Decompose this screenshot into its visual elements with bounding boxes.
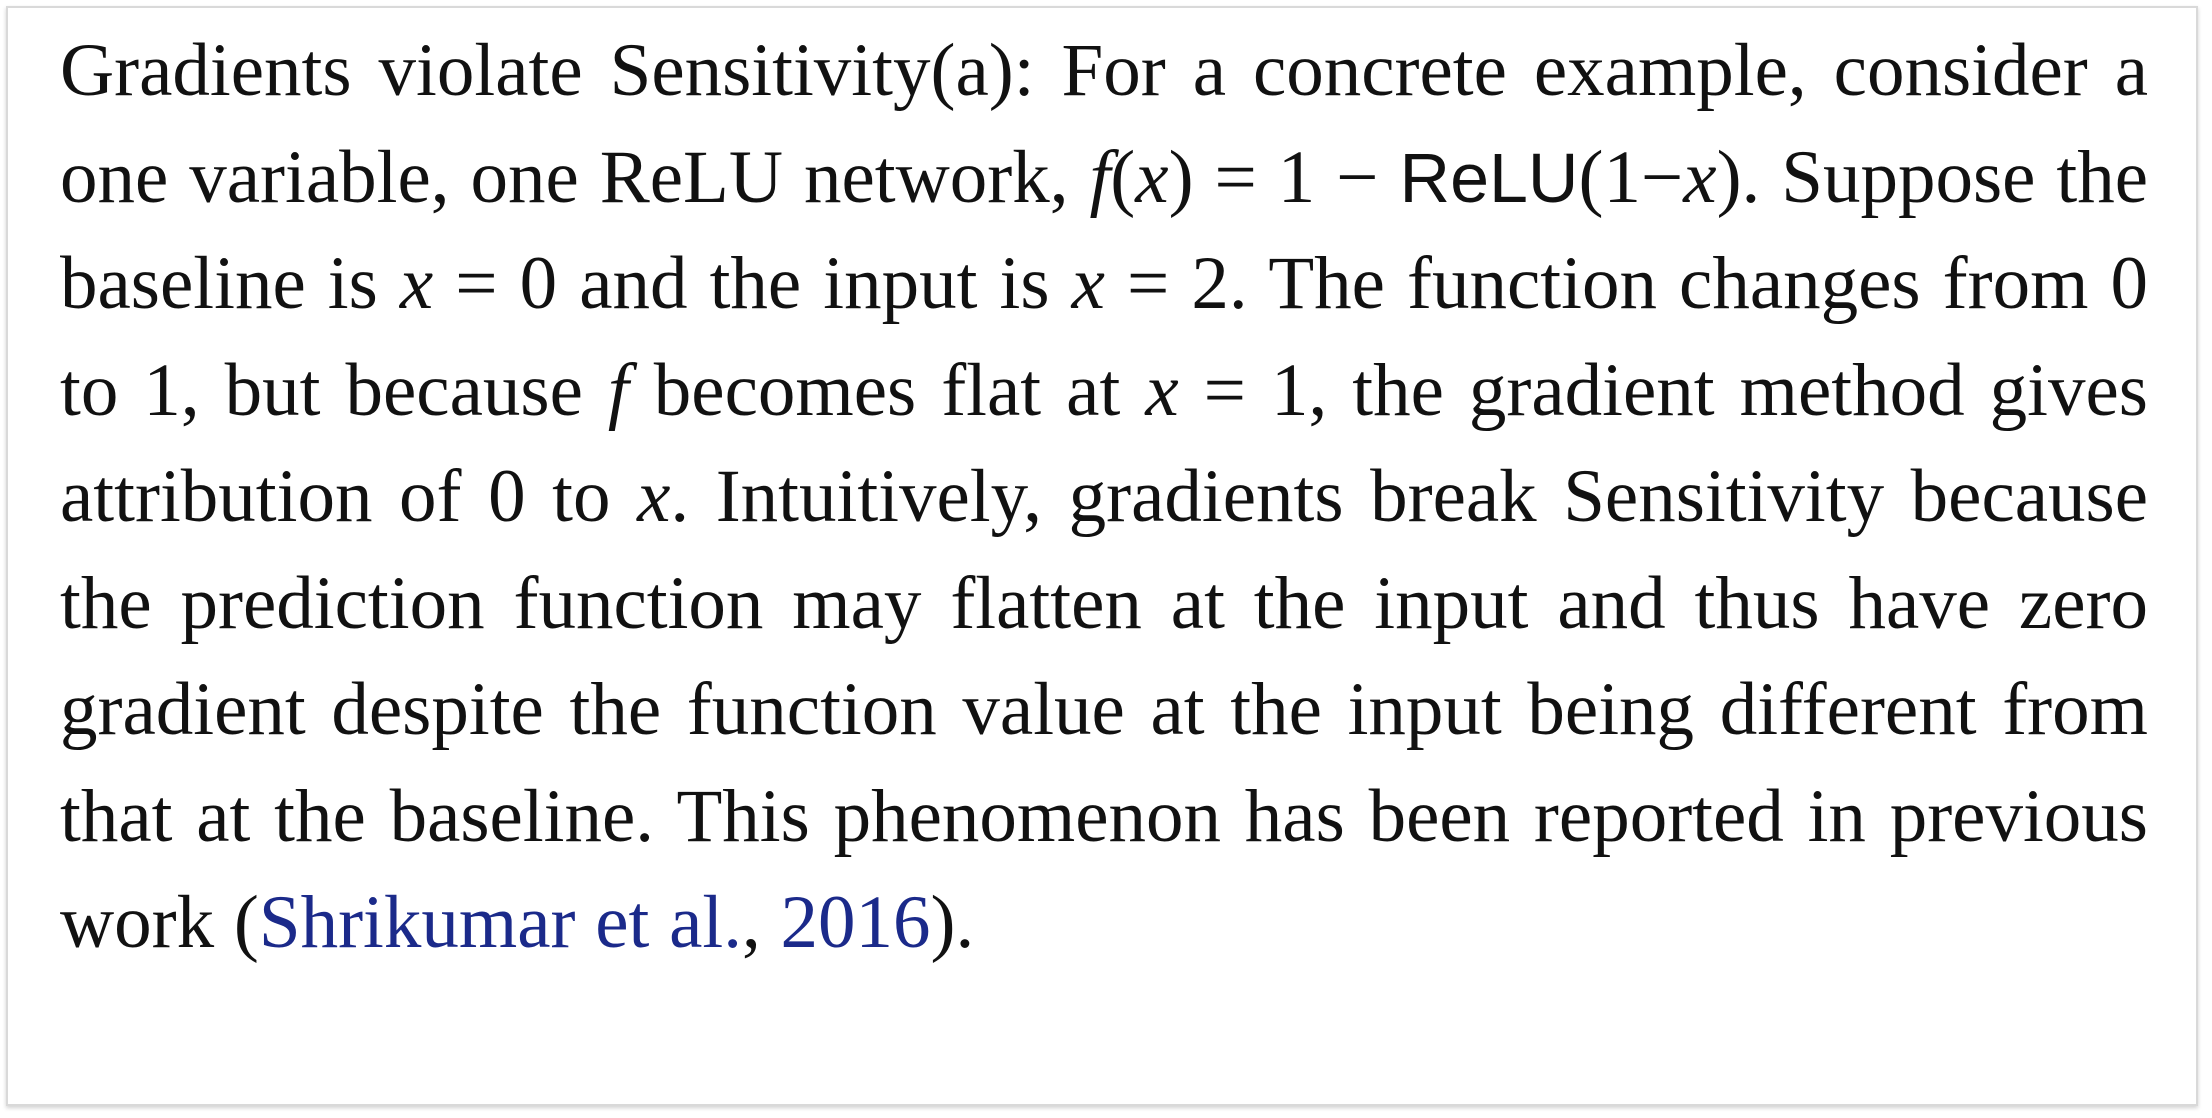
math-x: x (637, 455, 671, 538)
math-x: x (1145, 348, 1179, 432)
math-f: f (1089, 135, 1111, 219)
math-x: x (1683, 135, 1717, 219)
math-lparen: ( (1110, 135, 1136, 219)
math-paren-1-minus: (1− (1578, 135, 1684, 219)
math-zero: 0 (2110, 242, 2149, 325)
body-paragraph: Gradients violate Sensitivity(a): For a … (60, 18, 2148, 977)
citation-link-author[interactable]: Shrikumar et al. (258, 881, 743, 964)
math-f: f (607, 348, 629, 432)
math-x: x (1135, 135, 1169, 219)
text-run-1: Gradients violate Sensitivity(a): For a … (60, 29, 2148, 219)
math-rparen: ) (1168, 135, 1194, 219)
text-run-10: ). (930, 881, 975, 964)
page-frame: Gradients violate Sensitivity(a): For a … (6, 6, 2198, 1106)
math-x: x (1071, 242, 1105, 325)
text-run-3: and the input is (579, 242, 1050, 325)
text-run-2: . Suppose the baseline is (60, 135, 2149, 326)
math-relu-word: ReLU (1399, 138, 1579, 217)
citation-link-year[interactable]: 2016 (780, 881, 931, 964)
text-run-8: 0 to (488, 455, 611, 538)
math-x: x (399, 242, 434, 325)
math-eq-zero: = 0 (455, 242, 558, 325)
text-run-5: , but because (180, 348, 583, 432)
math-eq-one: = 1 (1203, 348, 1309, 432)
text-run-7: , the gradient method gives attribution … (60, 348, 2148, 539)
math-eq-one-minus: = 1 − (1214, 135, 1379, 219)
text-run-6: becomes flat at (653, 348, 1121, 432)
citation-comma: , (742, 881, 781, 964)
text-run-4: . The function changes from (1228, 242, 2089, 325)
text-to: to (60, 348, 119, 432)
math-paren-close: ) (1716, 135, 1742, 219)
math-one: 1 (143, 348, 181, 432)
math-eq-two: = 2 (1127, 242, 1229, 325)
text-run-9: . Intuitively, gradients break Sensitivi… (60, 455, 2149, 964)
